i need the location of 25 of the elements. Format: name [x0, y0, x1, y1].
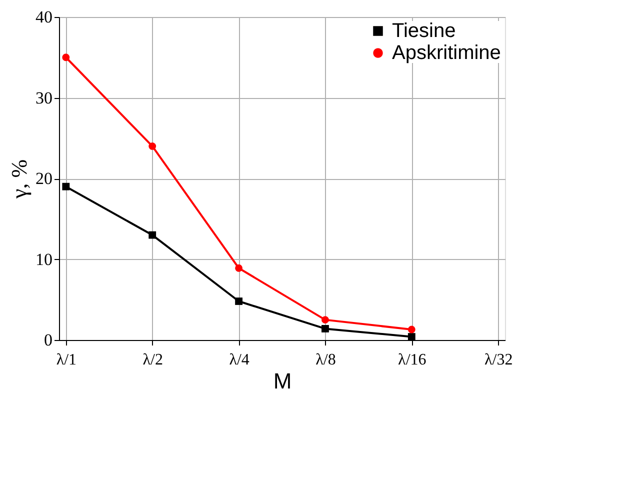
x-axis-title: M	[273, 368, 292, 394]
y-tick-label: 30	[36, 88, 52, 108]
x-tick-label: λ/2	[142, 352, 163, 368]
point	[235, 298, 242, 305]
point	[62, 182, 70, 190]
y-tick-label: 0	[44, 330, 52, 350]
x-tick-label: λ/32	[484, 352, 513, 368]
point	[408, 326, 416, 334]
y-axis-title: γ, %	[6, 159, 32, 200]
y-tick-label: 40	[36, 8, 52, 26]
legend-label: Tiesine	[392, 20, 456, 42]
y-tick-label: 10	[36, 250, 52, 269]
point	[322, 316, 329, 324]
x-tick-label: λ/4	[229, 352, 250, 368]
x-tick-label: λ/8	[316, 352, 336, 368]
point	[148, 142, 156, 150]
x-tick-label: λ/16	[398, 352, 426, 368]
point	[62, 54, 70, 62]
point	[148, 231, 156, 239]
point	[322, 324, 329, 332]
y-tick-label: 20	[36, 169, 52, 188]
point	[408, 333, 416, 340]
x-tick-label: λ/1	[56, 352, 77, 368]
legend-label: Apskritimine	[392, 42, 501, 64]
point	[235, 264, 242, 272]
